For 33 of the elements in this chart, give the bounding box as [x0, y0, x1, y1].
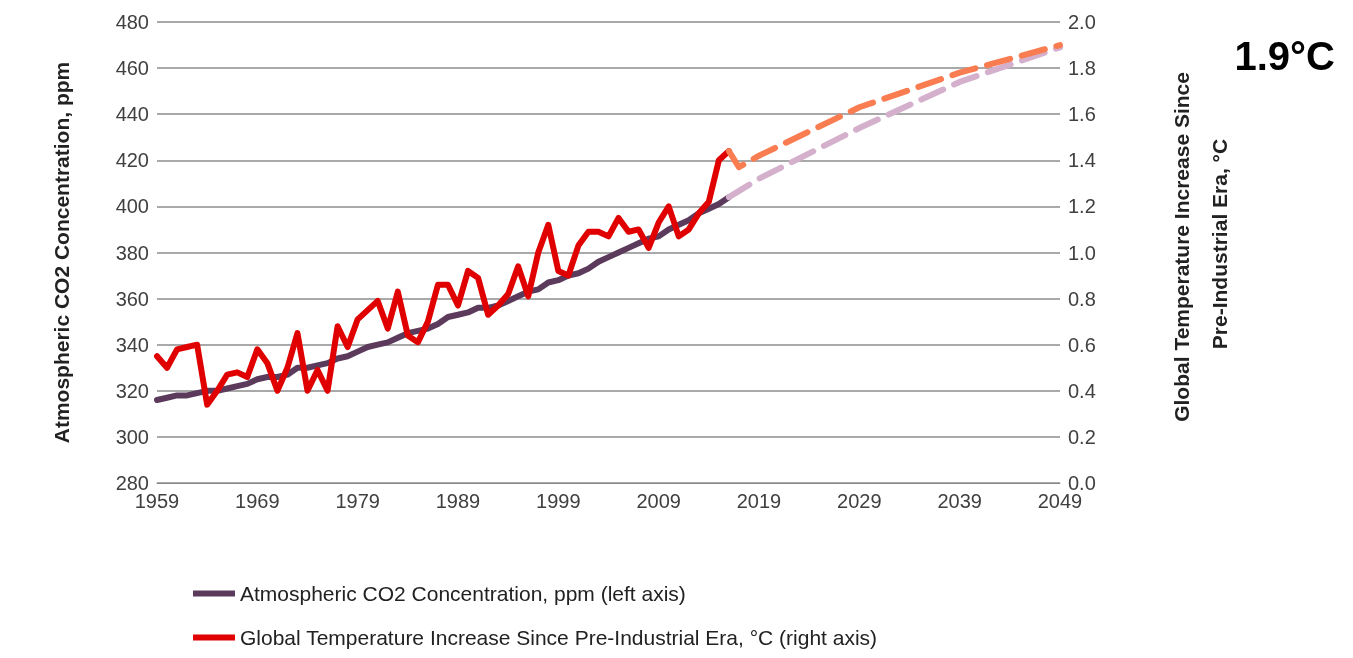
- x-tick-label: 2019: [736, 490, 782, 512]
- y2-tick-label: 1.0: [1068, 241, 1096, 264]
- y-tick-label: 420: [115, 149, 149, 172]
- y-tick-label: 300: [115, 425, 149, 448]
- text: 1.9°C: [1234, 34, 1336, 78]
- x-tick-label: 2009: [636, 490, 681, 512]
- x-tick-label: 1979: [335, 490, 380, 512]
- y2-tick-label: 1.4: [1068, 149, 1096, 172]
- y-tick-label: 320: [115, 379, 149, 402]
- y-tick-label: 400: [115, 195, 149, 218]
- x-tick-label: 1999: [536, 490, 581, 512]
- legend-label: Atmospheric CO2 Concentration, ppm (left axis): [240, 582, 686, 605]
- y2-tick-label: 1.6: [1068, 103, 1096, 126]
- y-tick-label: 380: [115, 241, 149, 264]
- y-axis-title: Atmospheric CO2 Concentration, ppm: [50, 61, 73, 444]
- y-tick-label: 360: [115, 287, 149, 310]
- y-tick-label: 480: [115, 11, 149, 33]
- x-tick-label: 2039: [937, 490, 982, 512]
- y-tick-label: 460: [115, 57, 149, 80]
- y2-tick-label: 0.2: [1068, 425, 1096, 448]
- y2-tick-label: 0.4: [1068, 379, 1096, 402]
- y2-tick-label: 0.6: [1068, 333, 1096, 356]
- y2-tick-label: 2.0: [1068, 11, 1096, 33]
- y-tick-label: 440: [115, 103, 149, 126]
- y2-tick-label: 1.8: [1068, 57, 1096, 80]
- x-tick-label: 2029: [837, 490, 882, 512]
- y-tick-label: 340: [115, 333, 149, 356]
- y2-axis-title: Global Temperature Increase Since Pre-Industrial Era, °C: [1169, 66, 1231, 422]
- legend-label: Global Temperature Increase Since Pre-Industrial Era, °C (right axis): [240, 626, 878, 649]
- x-tick-label: 1969: [235, 490, 280, 512]
- y2-tick-label: 0.8: [1068, 287, 1096, 310]
- y2-tick-label: 1.2: [1068, 195, 1096, 218]
- x-tick-label: 1989: [435, 490, 481, 512]
